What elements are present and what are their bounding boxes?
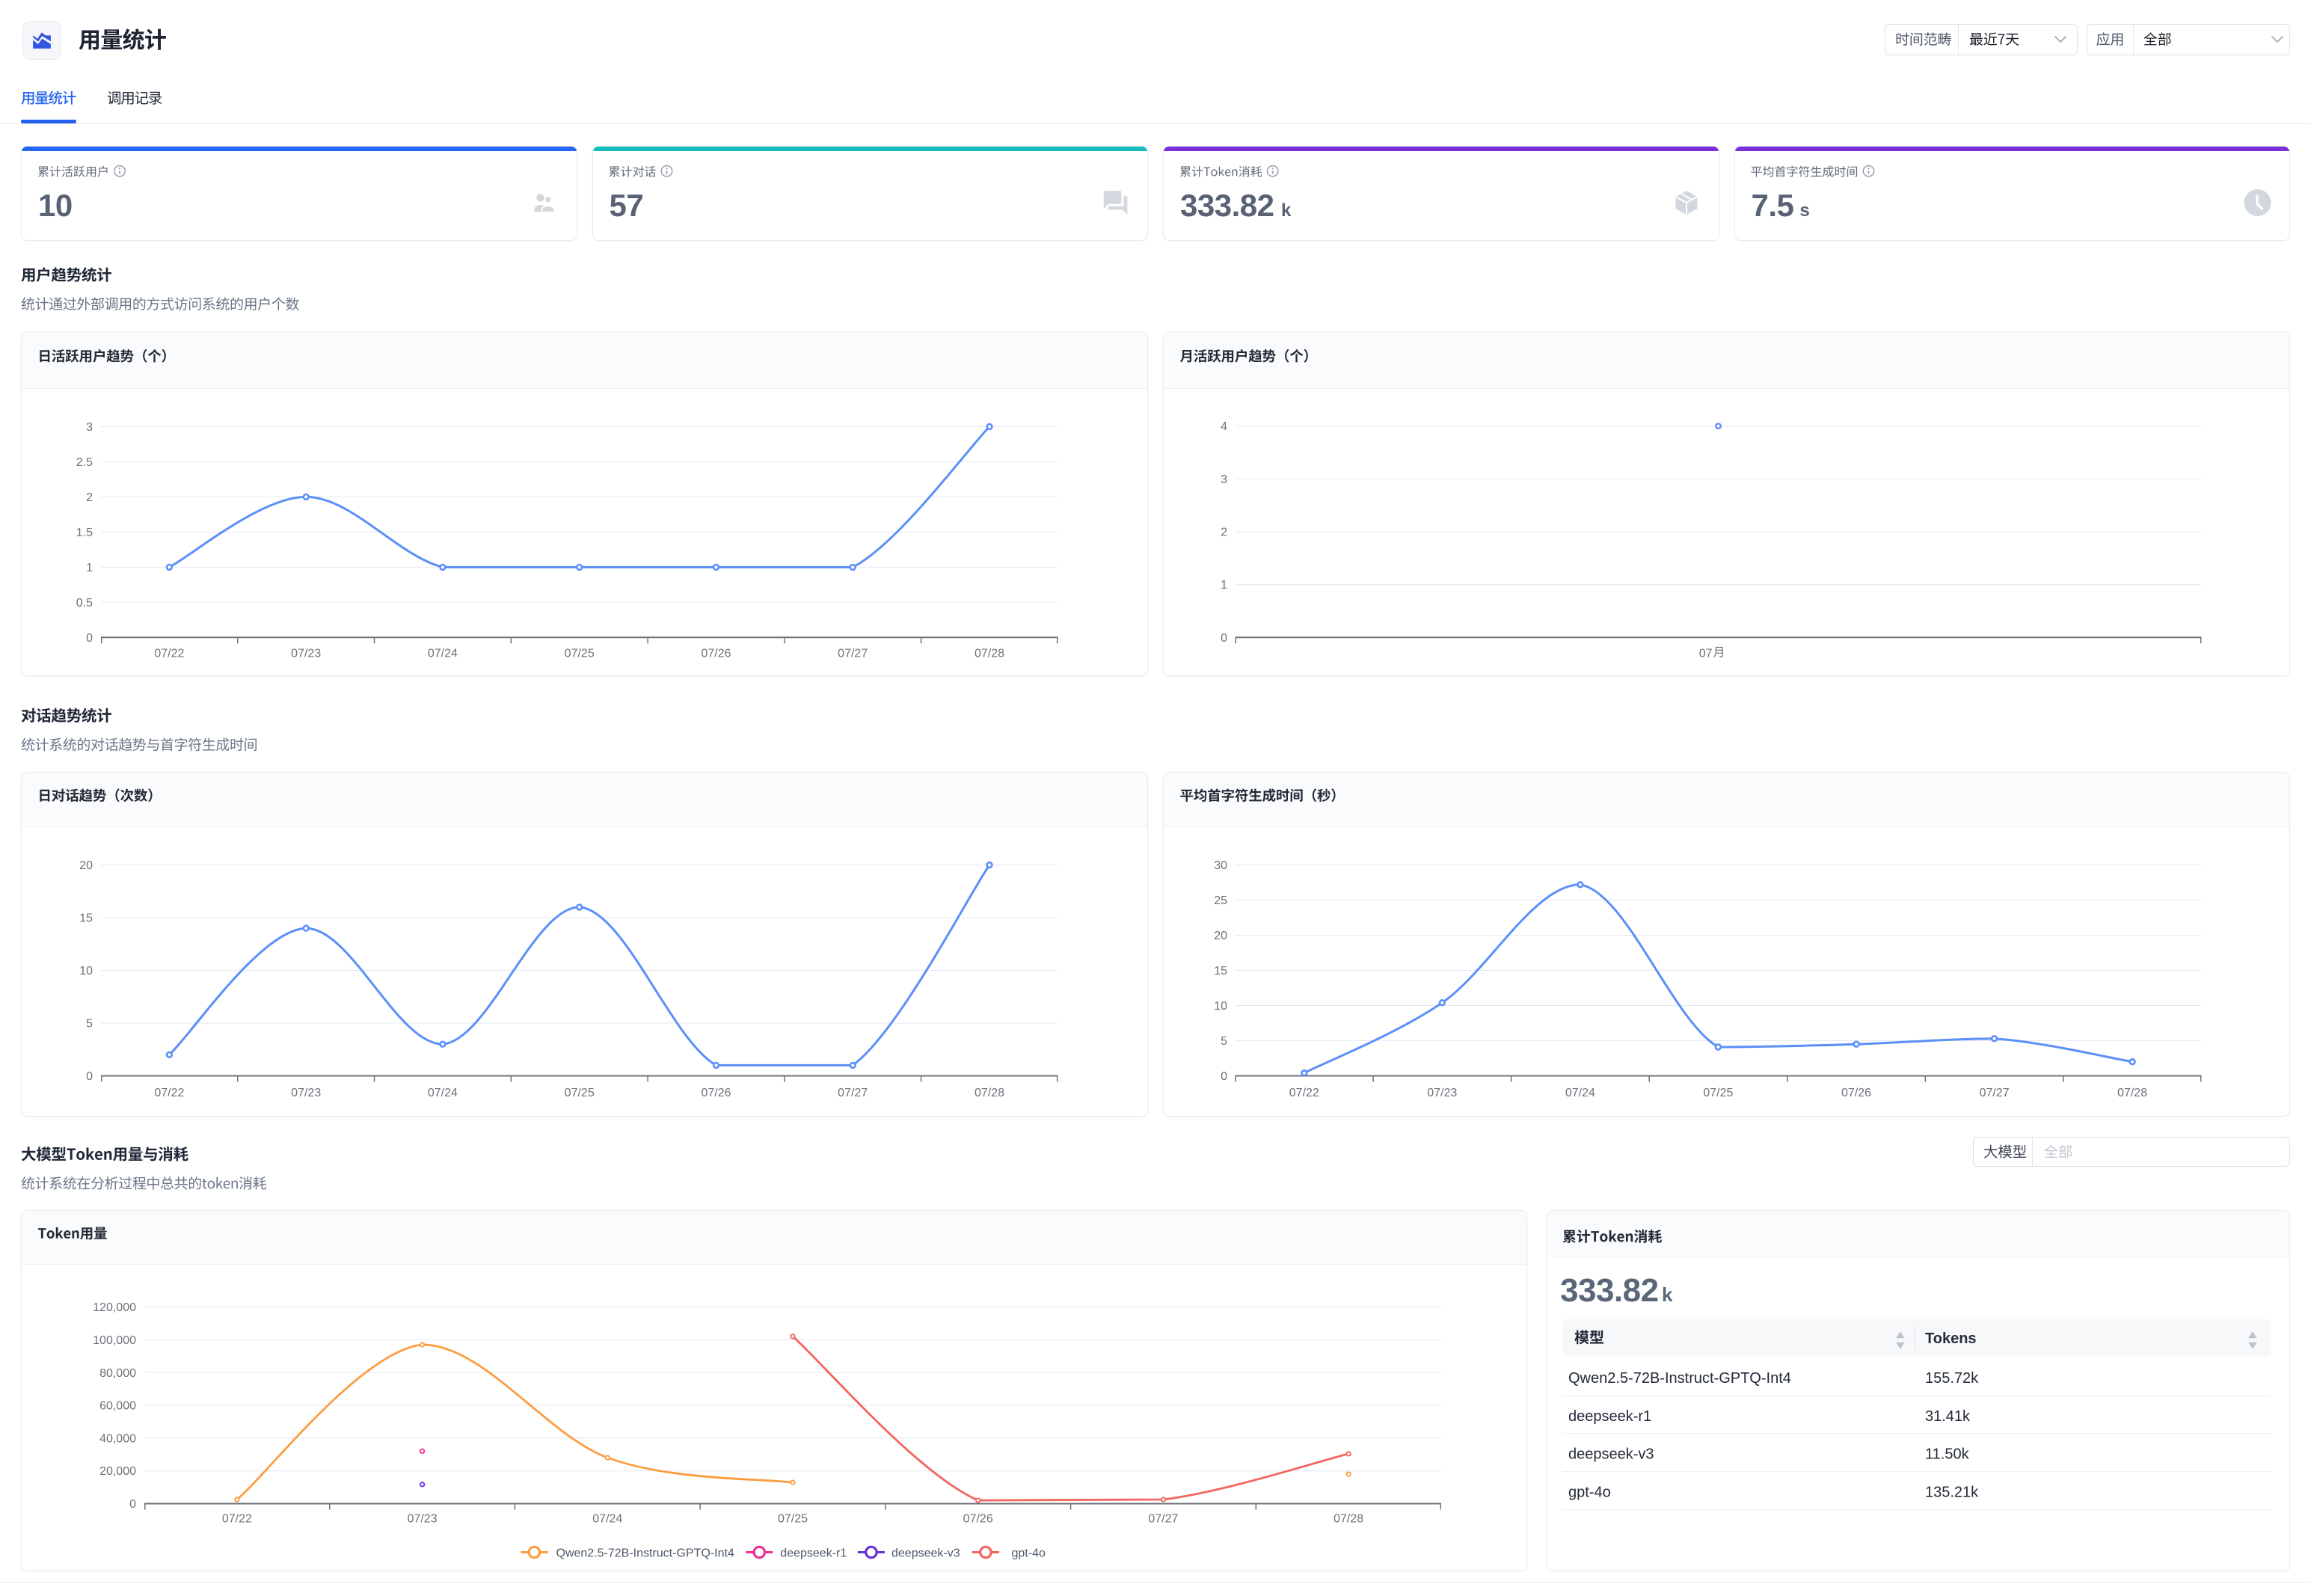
svg-text:7.5: 7.5 <box>1752 188 1794 223</box>
svg-text:07/28: 07/28 <box>2117 1087 2147 1099</box>
svg-text:07: 07 <box>1699 648 1713 660</box>
svg-text:07/23: 07/23 <box>291 648 321 660</box>
svg-text:07/22: 07/22 <box>154 648 184 660</box>
svg-text:0: 0 <box>86 1070 93 1083</box>
svg-text:07/27: 07/27 <box>838 1087 868 1099</box>
svg-text:155.72k: 155.72k <box>1925 1370 1979 1387</box>
svg-text:15: 15 <box>79 912 93 925</box>
svg-text:gpt-4o: gpt-4o <box>1568 1485 1611 1501</box>
svg-text:Tokens: Tokens <box>1925 1330 1977 1347</box>
svg-text:07/26: 07/26 <box>701 648 731 660</box>
svg-text:07/26: 07/26 <box>1841 1087 1871 1099</box>
svg-text:07/25: 07/25 <box>1703 1087 1733 1099</box>
svg-text:10: 10 <box>38 188 73 223</box>
svg-text:1: 1 <box>86 562 93 574</box>
svg-text:3: 3 <box>1221 473 1227 486</box>
svg-text:07/28: 07/28 <box>1333 1513 1363 1526</box>
svg-text:Qwen2.5-72B-Instruct-GPTQ-Int4: Qwen2.5-72B-Instruct-GPTQ-Int4 <box>556 1547 734 1560</box>
svg-text:deepseek-r1: deepseek-r1 <box>780 1547 847 1560</box>
svg-text:07/26: 07/26 <box>701 1087 731 1099</box>
svg-text:0: 0 <box>1221 1070 1227 1083</box>
svg-text:11.50k: 11.50k <box>1925 1446 1970 1463</box>
svg-text:135.21k: 135.21k <box>1925 1485 1979 1501</box>
svg-text:3: 3 <box>86 421 93 434</box>
svg-text:s: s <box>1799 200 1809 221</box>
svg-text:07/28: 07/28 <box>975 648 1004 660</box>
svg-text:0: 0 <box>86 632 93 645</box>
svg-text:5: 5 <box>86 1018 93 1031</box>
svg-text:0.5: 0.5 <box>76 597 93 610</box>
svg-text:07/27: 07/27 <box>838 648 868 660</box>
svg-text:100,000: 100,000 <box>93 1334 136 1347</box>
svg-text:07/23: 07/23 <box>291 1087 321 1099</box>
svg-text:0: 0 <box>129 1498 136 1511</box>
svg-text:10: 10 <box>1214 1000 1227 1013</box>
svg-text:deepseek-v3: deepseek-v3 <box>891 1547 960 1560</box>
svg-text:07/23: 07/23 <box>1427 1087 1457 1099</box>
svg-text:07/22: 07/22 <box>1289 1087 1319 1099</box>
svg-text:07/25: 07/25 <box>778 1513 808 1526</box>
svg-text:333.82: 333.82 <box>1560 1272 1659 1309</box>
svg-text:07/27: 07/27 <box>1148 1513 1178 1526</box>
svg-text:30: 30 <box>1214 859 1227 872</box>
svg-text:07/27: 07/27 <box>1980 1087 2010 1099</box>
svg-text:20,000: 20,000 <box>99 1465 136 1478</box>
svg-text:15: 15 <box>1214 965 1227 977</box>
svg-text:07/24: 07/24 <box>428 1087 458 1099</box>
svg-text:31.41k: 31.41k <box>1925 1408 1971 1425</box>
svg-text:60,000: 60,000 <box>99 1400 136 1413</box>
svg-text:2: 2 <box>1221 527 1227 539</box>
svg-text:2: 2 <box>86 491 93 504</box>
svg-text:07/28: 07/28 <box>975 1087 1004 1099</box>
svg-text:80,000: 80,000 <box>99 1367 136 1380</box>
svg-text:2.5: 2.5 <box>76 456 93 469</box>
svg-text:333.82: 333.82 <box>1180 188 1274 223</box>
svg-text:40,000: 40,000 <box>99 1432 136 1445</box>
svg-text:120,000: 120,000 <box>93 1301 136 1314</box>
svg-text:07/22: 07/22 <box>222 1513 252 1526</box>
svg-text:1.5: 1.5 <box>76 527 93 539</box>
svg-text:07/26: 07/26 <box>963 1513 993 1526</box>
svg-text:deepseek-v3: deepseek-v3 <box>1568 1446 1654 1463</box>
svg-text:07/23: 07/23 <box>408 1513 438 1526</box>
svg-text:20: 20 <box>1214 930 1227 942</box>
svg-text:07/24: 07/24 <box>592 1513 622 1526</box>
svg-text:Qwen2.5-72B-Instruct-GPTQ-Int4: Qwen2.5-72B-Instruct-GPTQ-Int4 <box>1568 1370 1791 1387</box>
svg-text:25: 25 <box>1214 894 1227 907</box>
svg-text:10: 10 <box>79 965 93 977</box>
svg-text:07/25: 07/25 <box>565 1087 595 1099</box>
svg-text:deepseek-r1: deepseek-r1 <box>1568 1408 1651 1425</box>
svg-text:k: k <box>1662 1283 1673 1306</box>
svg-text:4: 4 <box>1221 420 1227 433</box>
svg-text:5: 5 <box>1221 1035 1227 1048</box>
svg-text:0: 0 <box>1221 632 1227 645</box>
svg-text:gpt-4o: gpt-4o <box>1012 1547 1046 1560</box>
svg-text:57: 57 <box>610 188 644 223</box>
svg-text:07/22: 07/22 <box>154 1087 184 1099</box>
svg-text:07/24: 07/24 <box>1565 1087 1595 1099</box>
svg-text:k: k <box>1281 200 1292 221</box>
svg-text:20: 20 <box>79 859 93 872</box>
svg-text:07/24: 07/24 <box>428 648 458 660</box>
svg-text:07/25: 07/25 <box>565 648 595 660</box>
svg-text:1: 1 <box>1221 579 1227 592</box>
